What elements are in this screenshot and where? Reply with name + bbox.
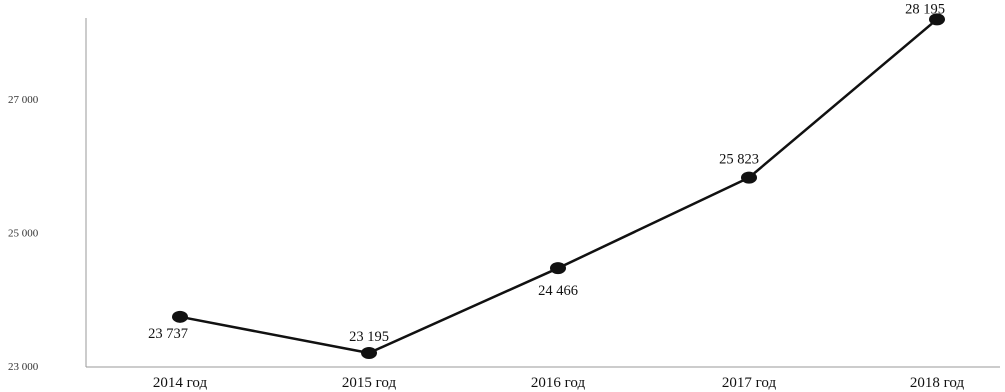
data-point [929, 13, 945, 26]
y-tick-label: 27 000 [8, 94, 39, 106]
x-category-label: 2016 год [531, 375, 586, 391]
data-label: 25 823 [719, 152, 759, 168]
data-label: 23 737 [148, 326, 188, 342]
x-category-label: 2015 год [342, 375, 397, 391]
data-label: 24 466 [538, 283, 578, 299]
data-label: 23 195 [349, 329, 389, 345]
series-line [179, 18, 938, 355]
data-point [172, 310, 188, 323]
data-label: 28 195 [905, 1, 945, 17]
data-point [361, 346, 377, 359]
y-tick-label: 23 000 [8, 361, 39, 373]
y-tick-label: 25 000 [8, 228, 39, 240]
data-point [550, 262, 566, 275]
x-category-label: 2018 год [910, 375, 965, 391]
data-point [741, 171, 757, 184]
x-category-label: 2017 год [722, 375, 777, 391]
x-category-label: 2014 год [153, 375, 208, 391]
